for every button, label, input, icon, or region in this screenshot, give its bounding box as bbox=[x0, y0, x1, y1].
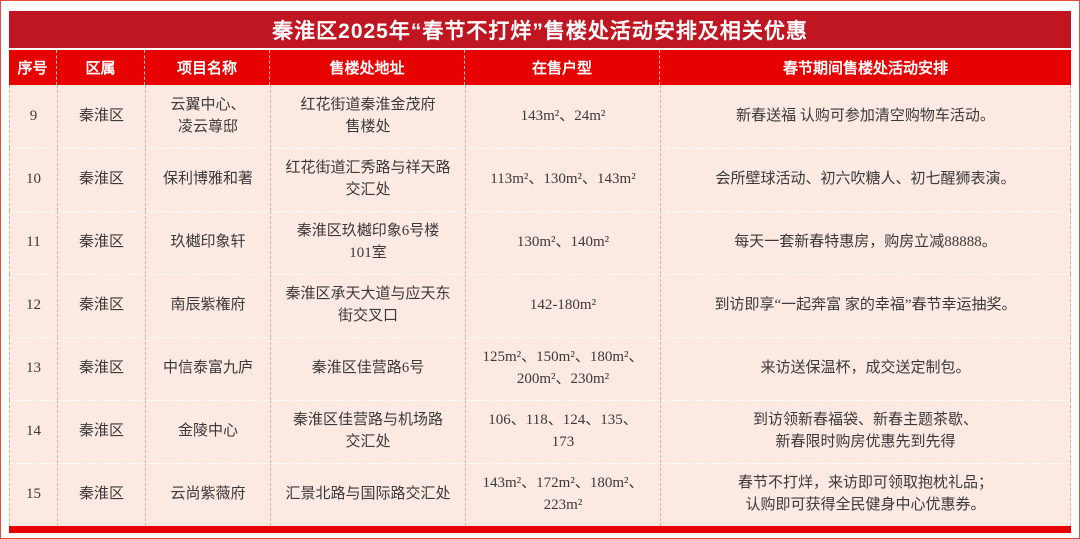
district-cell: 秦淮区 bbox=[58, 148, 146, 211]
row-number-cell: 12 bbox=[10, 274, 58, 337]
row-number-cell: 13 bbox=[10, 337, 58, 400]
row-number-cell: 9 bbox=[10, 85, 58, 148]
table-row: 13 秦淮区 中信泰富九庐 秦淮区佳营路6号 125m²、150m²、180m²… bbox=[9, 337, 1071, 400]
district-cell: 秦淮区 bbox=[58, 85, 146, 148]
activity-cell: 会所壁球活动、初六吹糖人、初七醒狮表演。 bbox=[661, 148, 1070, 211]
district-cell: 秦淮区 bbox=[58, 211, 146, 274]
activity-cell: 到访领新春福袋、新春主题茶歇、 新春限时购房优惠先到先得 bbox=[661, 400, 1070, 463]
table-row: 14 秦淮区 金陵中心 秦淮区佳营路与机场路 交汇处 106、118、124、1… bbox=[9, 400, 1071, 463]
activity-cell: 春节不打烊，来访即可领取抱枕礼品； 认购即可获得全民健身中心优惠券。 bbox=[661, 463, 1070, 526]
district-cell: 秦淮区 bbox=[58, 337, 146, 400]
project-name-cell: 南辰紫権府 bbox=[146, 274, 271, 337]
address-cell: 红花街道秦淮金茂府 售楼处 bbox=[271, 85, 466, 148]
activity-cell: 每天一套新春特惠房，购房立减88888。 bbox=[661, 211, 1070, 274]
project-name-cell: 云翼中心、 凌云尊邸 bbox=[146, 85, 271, 148]
project-name-cell: 云尚紫薇府 bbox=[146, 463, 271, 526]
promo-table: 秦淮区2025年“春节不打烊”售楼处活动安排及相关优惠 序号 区属 项目名称 售… bbox=[9, 11, 1071, 533]
address-cell: 红花街道汇秀路与祥天路 交汇处 bbox=[271, 148, 466, 211]
units-cell: 142-180m² bbox=[466, 274, 661, 337]
district-cell: 秦淮区 bbox=[58, 400, 146, 463]
activity-cell: 到访即享“一起奔富 家的幸福”春节幸运抽奖。 bbox=[661, 274, 1070, 337]
row-number-cell: 14 bbox=[10, 400, 58, 463]
row-number-cell: 11 bbox=[10, 211, 58, 274]
column-header-serial: 序号 bbox=[9, 50, 57, 85]
table-row: 12 秦淮区 南辰紫権府 秦淮区承天大道与应天东 街交叉口 142-180m² … bbox=[9, 274, 1071, 337]
units-cell: 106、118、124、135、 173 bbox=[466, 400, 661, 463]
column-header-activity: 春节期间售楼处活动安排 bbox=[782, 60, 948, 77]
table-row: 10 秦淮区 保利博雅和著 红花街道汇秀路与祥天路 交汇处 113m²、130m… bbox=[9, 148, 1071, 211]
column-header-project: 项目名称 bbox=[145, 50, 270, 85]
district-cell: 秦淮区 bbox=[58, 274, 146, 337]
address-cell: 秦淮区玖樾印象6号楼 101室 bbox=[271, 211, 466, 274]
column-header-district: 区属 bbox=[57, 50, 145, 85]
units-cell: 143m²、24m² bbox=[466, 85, 661, 148]
table-row: 15 秦淮区 云尚紫薇府 汇景北路与国际路交汇处 143m²、172m²、180… bbox=[9, 463, 1071, 526]
row-number-cell: 15 bbox=[10, 463, 58, 526]
project-name-cell: 中信泰富九庐 bbox=[146, 337, 271, 400]
table-row: 11 秦淮区 玖樾印象轩 秦淮区玖樾印象6号楼 101室 130m²、140m²… bbox=[9, 211, 1071, 274]
project-name-cell: 金陵中心 bbox=[146, 400, 271, 463]
units-cell: 125m²、150m²、180m²、 200m²、230m² bbox=[466, 337, 661, 400]
table-row: 9 秦淮区 云翼中心、 凌云尊邸 红花街道秦淮金茂府 售楼处 143m²、24m… bbox=[9, 85, 1071, 148]
address-cell: 秦淮区佳营路6号 bbox=[271, 337, 466, 400]
project-name-cell: 玖樾印象轩 bbox=[146, 211, 271, 274]
column-header-units: 在售户型 bbox=[465, 50, 660, 85]
address-cell: 汇景北路与国际路交汇处 bbox=[271, 463, 466, 526]
activity-cell: 来访送保温杯，成交送定制包。 bbox=[661, 337, 1070, 400]
address-cell: 秦淮区承天大道与应天东 街交叉口 bbox=[271, 274, 466, 337]
district-cell: 秦淮区 bbox=[58, 463, 146, 526]
units-cell: 130m²、140m² bbox=[466, 211, 661, 274]
bottom-red-band bbox=[9, 526, 1071, 533]
address-cell: 秦淮区佳营路与机场路 交汇处 bbox=[271, 400, 466, 463]
project-name-cell: 保利博雅和著 bbox=[146, 148, 271, 211]
column-header-address: 售楼处地址 bbox=[270, 50, 465, 85]
table-body: 9 秦淮区 云翼中心、 凌云尊邸 红花街道秦淮金茂府 售楼处 143m²、24m… bbox=[9, 85, 1071, 526]
units-cell: 113m²、130m²、143m² bbox=[466, 148, 661, 211]
table-header-row: 序号 区属 项目名称 售楼处地址 在售户型 春节期间售楼处活动安排 bbox=[9, 50, 1071, 85]
units-cell: 143m²、172m²、180m²、 223m² bbox=[466, 463, 661, 526]
activity-cell: 新春送福 认购可参加清空购物车活动。 bbox=[736, 107, 995, 124]
row-number-cell: 10 bbox=[10, 148, 58, 211]
table-title: 秦淮区2025年“春节不打烊”售楼处活动安排及相关优惠 bbox=[9, 11, 1071, 48]
